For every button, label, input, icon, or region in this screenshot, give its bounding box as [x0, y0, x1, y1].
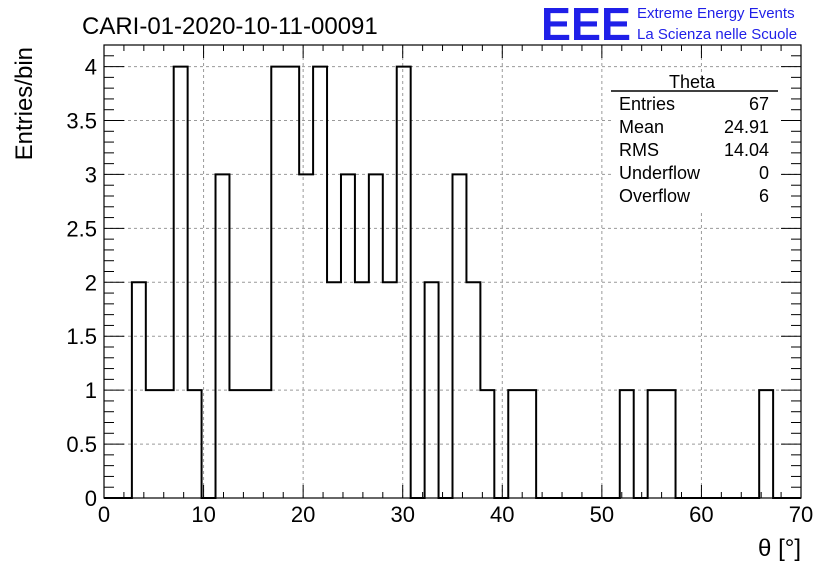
axis-ticks: [103, 44, 802, 499]
x-tick-label: 20: [291, 502, 315, 527]
y-tick-label: 2.5: [66, 216, 97, 241]
x-tick-label: 10: [191, 502, 215, 527]
histogram-bin: [132, 282, 146, 498]
x-axis-label: θ [°]: [758, 535, 801, 562]
histogram-bin: [648, 390, 662, 498]
histogram-bin: [216, 174, 230, 498]
x-tick-label: 70: [789, 502, 813, 527]
stats-box: Theta Entries 67 Mean 24.91 RMS 14.04 Un…: [611, 72, 779, 210]
y-tick-label: 0.5: [66, 432, 97, 457]
stats-value-underflow: 0: [759, 163, 769, 183]
stats-box-title: Theta: [669, 72, 716, 92]
y-tick-label: 4: [85, 55, 97, 80]
stats-box-background: [611, 80, 779, 210]
stats-value-entries: 67: [749, 94, 769, 114]
y-tick-label: 2: [85, 270, 97, 295]
x-tick-label: 30: [390, 502, 414, 527]
stats-label-mean: Mean: [619, 117, 664, 137]
histogram-outline: [104, 65, 801, 499]
x-tick-label: 40: [490, 502, 514, 527]
x-tick-label: 0: [98, 502, 110, 527]
x-tick-label: 50: [590, 502, 614, 527]
histogram-bars: [104, 65, 801, 499]
logo-mark: EEE: [541, 0, 631, 50]
logo-line-2: La Scienza nelle Scuole: [637, 26, 797, 43]
histogram-bin: [174, 67, 188, 498]
stats-value-rms: 14.04: [724, 140, 769, 160]
chart-title: CARI-01-2020-10-11-00091: [82, 13, 378, 40]
stats-label-underflow: Underflow: [619, 163, 701, 183]
logo-line-1: Extreme Energy Events: [637, 5, 795, 22]
stats-label-overflow: Overflow: [619, 186, 691, 206]
x-tick-labels: 0 10 20 30 40 50 60 70: [98, 502, 813, 527]
y-tick-label: 1: [85, 378, 97, 403]
eee-logo: EEE Extreme Energy Events La Scienza nel…: [541, 0, 797, 50]
x-tick-label: 60: [689, 502, 713, 527]
y-tick-label: 3: [85, 162, 97, 187]
y-tick-label: 0: [85, 486, 97, 511]
y-tick-label: 3.5: [66, 109, 97, 134]
y-axis-label: Entries/bin: [11, 47, 38, 160]
histogram-bin: [257, 390, 271, 498]
stats-label-entries: Entries: [619, 94, 675, 114]
stats-value-overflow: 6: [759, 186, 769, 206]
histogram-bin: [299, 174, 313, 498]
y-tick-label: 1.5: [66, 324, 97, 349]
stats-label-rms: RMS: [619, 140, 659, 160]
stats-value-mean: 24.91: [724, 117, 769, 137]
y-tick-labels: 0 0.5 1 1.5 2 2.5 3 3.5 4: [66, 55, 97, 511]
